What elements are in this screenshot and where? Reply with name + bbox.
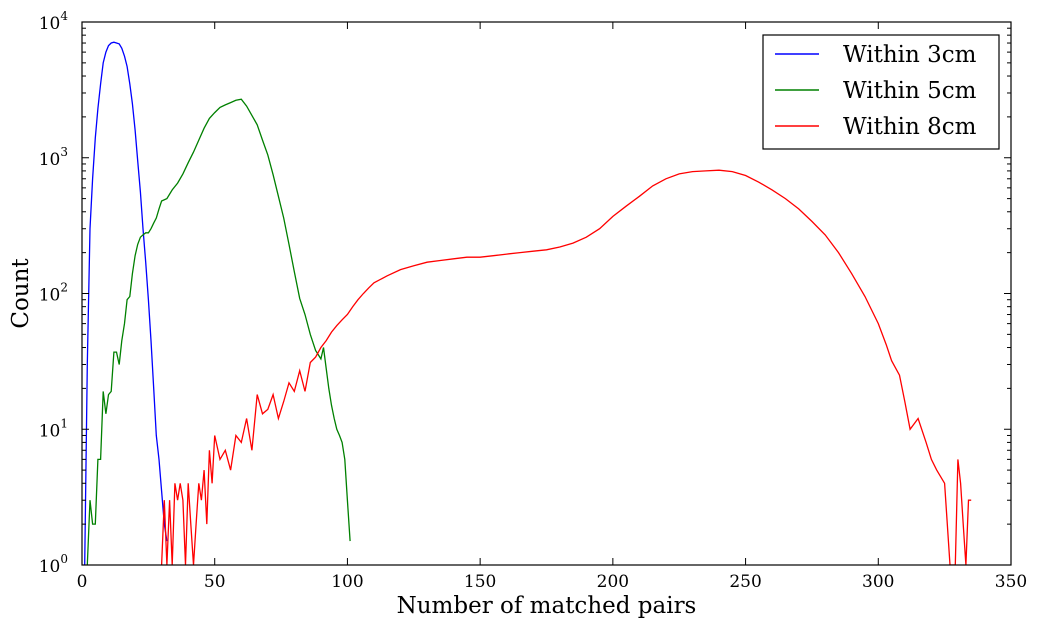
- x-tick-label: 200: [597, 572, 629, 592]
- legend-label-1: Within 3cm: [843, 42, 977, 68]
- y-tick-label: 102: [39, 281, 68, 306]
- y-tick-label: 104: [39, 9, 69, 34]
- y-axis-label: Count: [8, 258, 34, 329]
- x-axis-label: Number of matched pairs: [397, 593, 697, 619]
- x-tick-label: 350: [995, 572, 1027, 592]
- legend-label-3: Within 8cm: [843, 114, 977, 140]
- x-tick-label: 0: [77, 572, 88, 592]
- y-tick-exponent: 4: [60, 9, 68, 23]
- x-tick-label: 250: [729, 572, 761, 592]
- series-line-3: [160, 169, 972, 565]
- plot-frame: [81, 21, 1012, 566]
- x-tick-label: 300: [862, 572, 894, 592]
- y-tick-base: 10: [39, 150, 61, 170]
- y-tick-exponent: 1: [60, 416, 68, 430]
- y-tick-exponent: 3: [60, 145, 68, 159]
- y-tick-exponent: 2: [60, 281, 68, 295]
- series-line-1: [84, 41, 168, 565]
- y-tick-base: 10: [39, 421, 61, 441]
- y-tick-base: 10: [39, 286, 61, 306]
- y-tick-base: 10: [39, 557, 61, 577]
- y-tick-base: 10: [39, 14, 61, 34]
- x-tick-label: 50: [204, 572, 226, 592]
- plot-area: [84, 41, 972, 565]
- y-tick-label: 101: [39, 416, 68, 441]
- x-tick-label: 100: [331, 572, 363, 592]
- y-tick-label: 103: [39, 145, 68, 170]
- series-line-2: [86, 98, 351, 565]
- y-tick-label: 100: [39, 552, 68, 577]
- y-tick-exponent: 0: [60, 552, 68, 566]
- legend-label-2: Within 5cm: [843, 78, 977, 104]
- legend: Within 3cm Within 5cm Within 8cm: [762, 34, 1000, 150]
- x-tick-label: 150: [464, 572, 496, 592]
